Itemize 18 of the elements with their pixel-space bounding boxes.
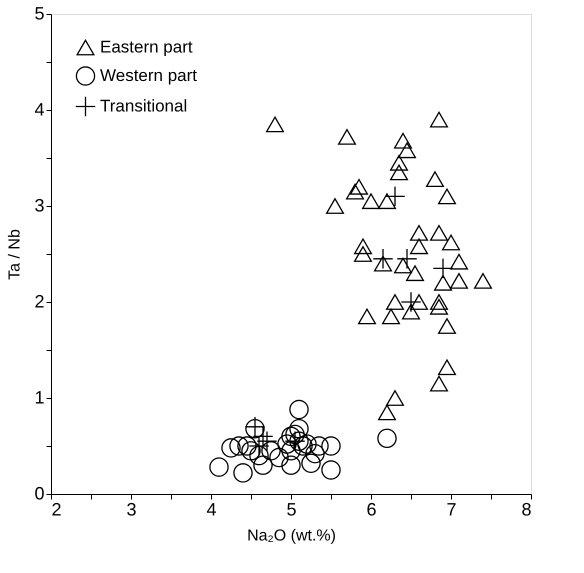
legend-label: Transitional [100,96,188,116]
y-tick-label: 4 [34,100,44,120]
legend-label: Eastern part [100,38,193,56]
x-tick-label: 7 [446,500,457,520]
y-tick-label: 2 [34,292,44,312]
x-tick-label: 6 [366,500,377,520]
x-tick-label: 2 [52,500,62,520]
y-tick-label: 5 [34,4,44,24]
x-tick-label: 4 [206,500,217,520]
x-tick-label: 8 [521,500,532,520]
y-tick-label: 3 [34,196,44,216]
x-tick-label: 3 [126,500,137,520]
y-axis-title: Ta / Nb [6,229,24,280]
y-tick-label: 0 [34,484,44,504]
legend-label: Western part [100,66,198,85]
y-tick-label: 1 [34,388,44,408]
x-tick-label: 5 [286,500,297,520]
x-axis-title: Na₂O (wt.%) [247,528,336,544]
